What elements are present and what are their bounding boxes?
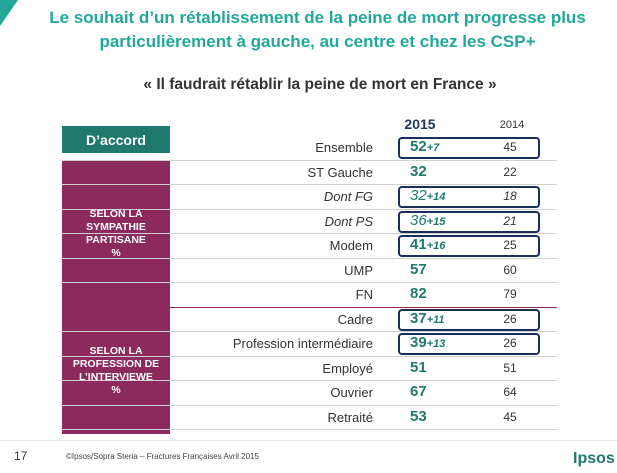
column-header-2014: 2014 bbox=[499, 119, 525, 131]
page-number: 17 bbox=[14, 449, 28, 463]
table-row: Modem 41+16 25 bbox=[62, 234, 557, 259]
value-2015: 51 bbox=[410, 359, 427, 376]
value-2015: 39+13 bbox=[410, 334, 445, 351]
value-2015-number: 32 bbox=[410, 187, 427, 204]
measure-label: D’accord bbox=[62, 126, 170, 153]
table-row: Ensemble 52+7 45 bbox=[62, 136, 557, 161]
value-2014: 18 bbox=[503, 189, 517, 203]
column-header-2015: 2015 bbox=[404, 116, 436, 132]
group-label-profession: SELON LA PROFESSION DE L’INTERVIEWE % bbox=[62, 307, 170, 434]
highlight-box bbox=[398, 308, 540, 331]
row-label: Dont PS bbox=[324, 213, 373, 229]
group-label-line: SELON LA bbox=[89, 344, 143, 357]
value-2015: 32 bbox=[410, 163, 427, 180]
value-2015: 57 bbox=[410, 261, 427, 278]
group-label-line: PARTISANE bbox=[86, 233, 146, 246]
group-separator bbox=[62, 307, 557, 308]
value-2014: 51 bbox=[503, 360, 517, 375]
delta-label: +15 bbox=[426, 215, 446, 228]
source-note: ©Ipsos/Sopra Steria – Fractures Français… bbox=[66, 452, 259, 461]
row-label: ST Gauche bbox=[307, 164, 373, 180]
value-2015-number: 67 bbox=[410, 383, 427, 400]
title-line-2: particulièrement à gauche, au centre et … bbox=[99, 32, 536, 51]
row-label: FN bbox=[355, 287, 373, 302]
brand-logo: Ipsos bbox=[573, 450, 615, 467]
table-row: ST Gauche 32 22 bbox=[62, 161, 557, 185]
value-2015: 53 bbox=[410, 408, 427, 425]
row-label: Profession intermédiaire bbox=[232, 336, 373, 351]
value-2015: 32+14 bbox=[410, 187, 445, 204]
delta-label: +13 bbox=[426, 338, 446, 350]
value-2015-number: 82 bbox=[410, 285, 427, 302]
value-2014: 60 bbox=[503, 262, 517, 277]
row-label: Retraité bbox=[327, 409, 373, 425]
table-row: Profession intermédiaire 39+13 26 bbox=[62, 332, 557, 357]
footer-divider bbox=[0, 440, 617, 441]
highlight-box bbox=[398, 137, 540, 159]
value-2014: 45 bbox=[503, 409, 517, 424]
value-2014: 45 bbox=[503, 140, 517, 154]
row-label: Ouvrier bbox=[330, 385, 373, 400]
group-label-line: PROFESSION DE bbox=[72, 357, 160, 370]
row-label: Modem bbox=[329, 238, 373, 253]
row-label: UMP bbox=[344, 262, 373, 278]
corner-decoration bbox=[0, 0, 18, 26]
group-label-line: L’INTERVIEWE bbox=[79, 370, 153, 383]
value-2014: 21 bbox=[503, 213, 517, 228]
group-label-line: % bbox=[111, 246, 121, 259]
value-2014: 25 bbox=[503, 238, 517, 252]
table-row: FN 82 79 bbox=[62, 283, 557, 308]
value-2015: 36+15 bbox=[410, 212, 445, 229]
value-2015-number: 32 bbox=[410, 162, 427, 180]
group-label-line: SELON LA bbox=[89, 207, 143, 220]
delta-label: +7 bbox=[426, 142, 440, 154]
title-line-1: Le souhait d’un rétablissement de la pei… bbox=[49, 8, 586, 27]
row-label: Ensemble bbox=[315, 140, 373, 155]
value-2014: 26 bbox=[503, 311, 517, 326]
value-2015: 82 bbox=[410, 285, 427, 302]
value-2015-number: 41 bbox=[410, 236, 427, 253]
value-2015: 37+11 bbox=[410, 310, 445, 327]
value-2014: 79 bbox=[503, 287, 517, 301]
table-row: Cadre 37+11 26 bbox=[62, 308, 557, 332]
value-2014: 64 bbox=[503, 385, 517, 399]
table-row: Dont PS 36+15 21 bbox=[62, 210, 557, 234]
table-row: Retraité 53 45 bbox=[62, 406, 557, 430]
row-label: Cadre bbox=[337, 311, 373, 327]
group-label-line: % bbox=[111, 383, 121, 396]
value-2015-number: 52 bbox=[410, 138, 427, 155]
value-2015-number: 51 bbox=[410, 358, 427, 376]
table-row: Dont FG 32+14 18 bbox=[62, 185, 557, 210]
value-2015-number: 36 bbox=[410, 211, 427, 229]
value-2015: 67 bbox=[410, 383, 427, 400]
highlight-box bbox=[398, 333, 540, 355]
table-row: UMP 57 60 bbox=[62, 259, 557, 283]
delta-label: +11 bbox=[426, 313, 445, 326]
value-2014: 26 bbox=[503, 336, 517, 350]
delta-label: +14 bbox=[426, 191, 446, 203]
highlight-box bbox=[398, 210, 540, 233]
chart-subtitle: « Il faudrait rétablir la peine de mort … bbox=[143, 76, 497, 93]
table-row: Ouvrier 67 64 bbox=[62, 381, 557, 406]
value-2015: 41+16 bbox=[410, 236, 445, 253]
page-title: Le souhait d’un rétablissement de la pei… bbox=[30, 6, 605, 54]
value-2015-number: 57 bbox=[410, 260, 427, 278]
highlight-box bbox=[398, 235, 540, 257]
table-row: Employé 51 51 bbox=[62, 357, 557, 381]
value-2015-number: 37 bbox=[410, 309, 427, 327]
group-label-line: SYMPATHIE bbox=[86, 220, 146, 233]
value-2015-number: 53 bbox=[410, 407, 427, 425]
delta-label: +16 bbox=[426, 240, 446, 252]
highlight-box bbox=[398, 186, 540, 208]
value-2014: 22 bbox=[503, 164, 517, 179]
value-2015: 52+7 bbox=[410, 138, 439, 155]
value-2015-number: 39 bbox=[410, 334, 427, 351]
row-label: Employé bbox=[322, 360, 373, 376]
row-label: Dont FG bbox=[323, 189, 373, 204]
